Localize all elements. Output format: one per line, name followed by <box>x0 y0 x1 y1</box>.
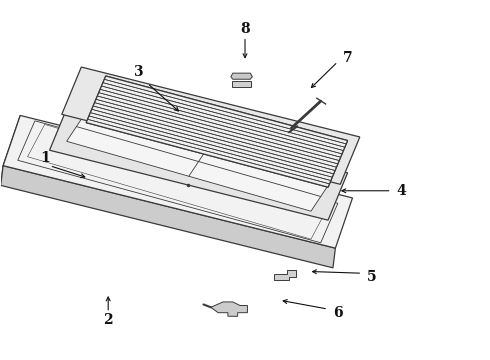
Polygon shape <box>86 76 347 187</box>
Polygon shape <box>3 116 352 248</box>
Text: 2: 2 <box>103 313 113 327</box>
Polygon shape <box>211 302 247 316</box>
Text: 8: 8 <box>240 22 250 36</box>
Polygon shape <box>231 73 252 79</box>
Polygon shape <box>67 112 331 211</box>
Polygon shape <box>86 76 347 187</box>
Polygon shape <box>49 103 347 220</box>
Polygon shape <box>0 166 335 268</box>
Text: 7: 7 <box>343 51 352 65</box>
Text: 3: 3 <box>133 66 142 80</box>
Text: 6: 6 <box>333 306 343 320</box>
Polygon shape <box>274 270 296 280</box>
Polygon shape <box>62 67 360 184</box>
Text: 5: 5 <box>367 270 377 284</box>
Polygon shape <box>0 116 20 185</box>
Polygon shape <box>232 81 251 87</box>
Text: 1: 1 <box>40 152 49 166</box>
Text: 4: 4 <box>396 184 406 198</box>
